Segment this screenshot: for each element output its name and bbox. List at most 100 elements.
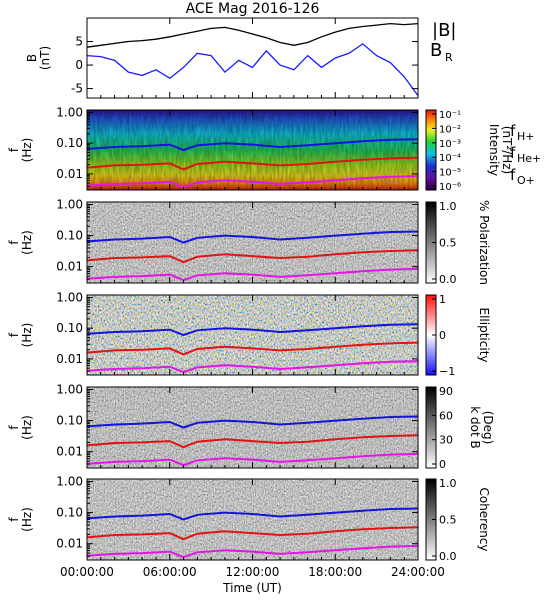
y-tick-label: 5 xyxy=(75,35,83,49)
legend-entry-2: f xyxy=(510,144,516,162)
colorbar-tick-label: 1.0 xyxy=(439,477,457,490)
colorbar-tick-label: 0 xyxy=(439,329,446,342)
series-line-2 xyxy=(86,43,419,96)
colorbar-tick-label: 0.0 xyxy=(439,273,457,286)
panel-5: 1.00 0.10 0.01 f (Hz) 90 60 30 0 k dot B (Deg) xyxy=(7,382,495,471)
spectrogram-texture xyxy=(87,110,418,190)
x-tick-label: 18:00:00 xyxy=(308,565,362,579)
colorbar-tick-label: 1 xyxy=(439,293,446,306)
y-tick-label: 0.10 xyxy=(56,321,83,335)
legend-entry-sub-1: H+ xyxy=(517,130,535,143)
gyrofrequency-line-3 xyxy=(86,544,419,559)
y-axis-unit: (Hz) xyxy=(20,230,34,255)
colorbar-tick-label: 10⁻⁴ xyxy=(439,153,461,164)
spectrogram-texture xyxy=(87,479,418,560)
y-tick-label: 0.01 xyxy=(56,537,83,551)
spectrogram-texture xyxy=(87,202,418,283)
y-tick-label: 0 xyxy=(75,58,83,72)
legend-entry-mag: |B| xyxy=(432,20,456,41)
spectrogram-texture xyxy=(87,387,418,468)
x-axis-label: Time (UT) xyxy=(222,581,282,595)
legend-entry-sub-3: O+ xyxy=(517,174,535,187)
y-tick-label: 1.00 xyxy=(56,382,83,396)
x-tick-label: 24:00:00 xyxy=(391,565,445,579)
legend-entry-sub-2: He+ xyxy=(517,152,541,165)
y-tick-label: 1.00 xyxy=(56,290,83,304)
series-line-1 xyxy=(86,22,419,48)
panel-2: 1.00 0.10 0.01 f (Hz) 10⁻¹ 10⁻² 10⁻³ 10⁻⁴ 10⁻⁵ 10⁻… xyxy=(7,105,541,193)
colorbar-unit: (Deg) xyxy=(481,411,495,445)
x-tick-label: 06:00:00 xyxy=(143,565,197,579)
y-tick-label: 0.01 xyxy=(56,260,83,274)
gyrofrequency-line-1 xyxy=(86,323,419,337)
y-tick-label: 1.00 xyxy=(56,197,83,211)
y-axis-unit: (Hz) xyxy=(20,323,34,348)
spectrogram-texture xyxy=(87,295,418,375)
gyrofrequency-line-1 xyxy=(86,230,419,244)
colorbar-tick-label: 10⁻³ xyxy=(439,139,461,150)
x-tick-label: 00:00:00 xyxy=(60,565,114,579)
colorbar-label: Coherency xyxy=(477,487,491,551)
gyrofrequency-line-2 xyxy=(86,249,419,264)
y-axis-label: B xyxy=(25,54,39,62)
legend-entry-3: f xyxy=(510,166,516,184)
y-tick-label: 1.00 xyxy=(56,105,83,119)
gyrofrequency-line-1 xyxy=(86,507,419,521)
x-tick-label: 12:00:00 xyxy=(226,565,280,579)
chart-title: ACE Mag 2016-126 xyxy=(186,1,320,17)
gyrofrequency-line-2 xyxy=(86,526,419,541)
panel-4: 1.00 0.10 0.01 f (Hz) 1 0 −1 Ellipticity xyxy=(7,290,491,378)
y-axis-unit: (nT) xyxy=(38,46,52,70)
colorbar-tick-label: 10⁻¹ xyxy=(439,110,461,121)
y-tick-label: 1.00 xyxy=(56,474,83,488)
colorbar-tick-label: 30 xyxy=(439,434,453,447)
gyrofrequency-line-3 xyxy=(86,360,419,374)
panel-6: 1.00 0.10 0.01 f (Hz) 1.0 0.5 0.0 Coherency xyxy=(7,474,491,563)
y-tick-label: 0.10 xyxy=(56,414,83,428)
colorbar-label: % Polarization xyxy=(477,200,491,285)
y-axis-unit: (Hz) xyxy=(20,138,34,163)
colorbar-label: Ellipticity xyxy=(477,308,491,363)
legend-entry-br: B xyxy=(430,40,442,61)
gyrofrequency-line-1 xyxy=(86,138,419,152)
y-tick-label: 0.10 xyxy=(56,506,83,520)
y-tick-label: 0.01 xyxy=(56,445,83,459)
gyrofrequency-line-2 xyxy=(86,156,419,171)
colorbar-tick-label: 0.5 xyxy=(439,514,457,527)
gyrofrequency-line-2 xyxy=(86,434,419,449)
colorbar xyxy=(425,109,437,191)
panel-3: 1.00 0.10 0.01 f (Hz) 1.0 0.5 0.0 % Polarization xyxy=(7,197,491,286)
y-tick-label: 0.10 xyxy=(56,136,83,150)
y-tick-label: 0.10 xyxy=(56,229,83,243)
legend-entry-1: f xyxy=(510,122,516,140)
colorbar-tick-label: 90 xyxy=(439,385,453,398)
y-axis-unit: (Hz) xyxy=(20,415,34,440)
colorbar-tick-label: 0.0 xyxy=(439,550,457,563)
gyrofrequency-line-1 xyxy=(86,415,419,429)
colorbar-unit: (nT²/Hz) xyxy=(500,126,514,174)
panel-frame xyxy=(86,17,419,99)
gyrofrequency-line-3 xyxy=(86,175,419,189)
gyrofrequency-line-2 xyxy=(86,341,419,356)
colorbar-label: Intensity xyxy=(487,124,501,176)
y-tick-label: 0.01 xyxy=(56,167,83,181)
colorbar-tick-label: 0 xyxy=(439,458,446,471)
y-axis-unit: (Hz) xyxy=(20,507,34,532)
y-axis-label: f xyxy=(7,240,21,245)
y-axis-label: f xyxy=(7,332,21,337)
gyrofrequency-line-3 xyxy=(86,267,419,282)
colorbar-tick-label: −1 xyxy=(439,365,455,378)
colorbar-tick-label: 10⁻⁶ xyxy=(439,182,461,193)
colorbar-label: k dot B xyxy=(468,406,482,448)
y-axis-label: f xyxy=(7,517,21,522)
legend-entry-br-sub: R xyxy=(445,51,453,64)
colorbar-tick-label: 0.5 xyxy=(439,237,457,250)
gyrofrequency-line-3 xyxy=(86,452,419,467)
colorbar xyxy=(425,386,437,469)
y-axis-label: f xyxy=(7,425,21,430)
y-tick-label: -5 xyxy=(71,82,83,96)
colorbar-tick-label: 10⁻⁵ xyxy=(439,168,461,179)
colorbar-tick-label: 10⁻² xyxy=(439,124,461,135)
